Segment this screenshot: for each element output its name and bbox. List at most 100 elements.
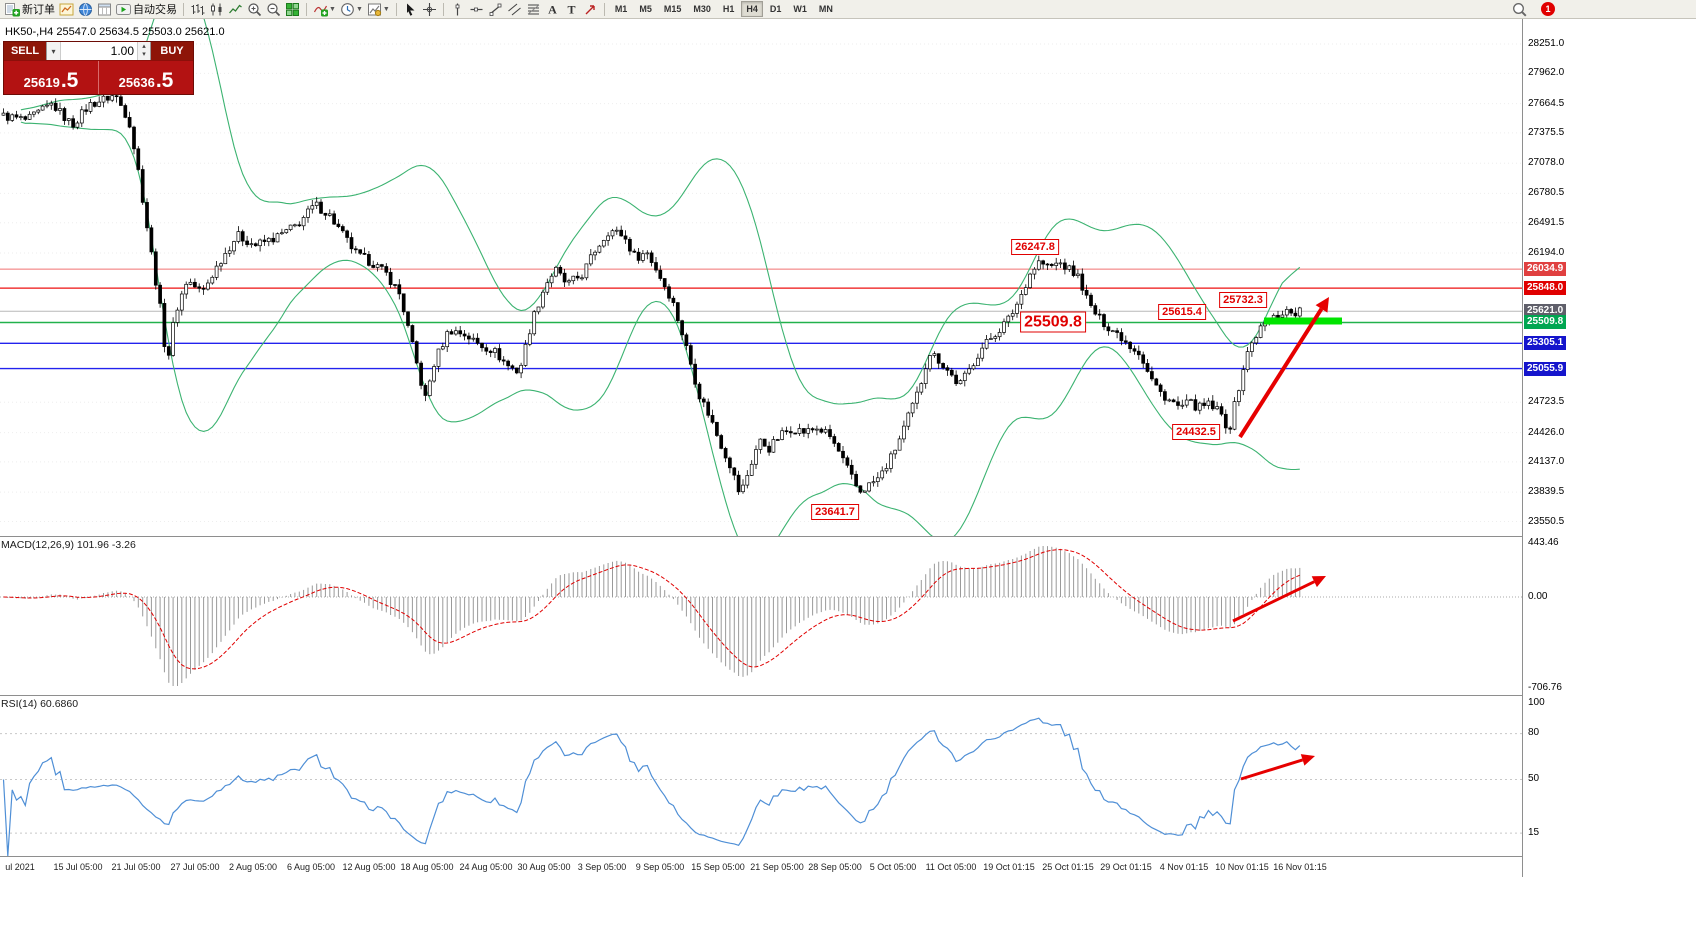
text-label-icon[interactable]: A	[543, 1, 562, 18]
time-axis-label: 11 Oct 05:00	[925, 862, 977, 872]
timeframe-mn-button[interactable]: MN	[818, 4, 833, 14]
text-t-icon[interactable]: T	[562, 1, 581, 18]
price-axis-tick: 26491.5	[1528, 217, 1565, 228]
buy-price-pips: .5	[155, 69, 174, 92]
panel-separator[interactable]	[0, 536, 1696, 537]
trend-line-icon[interactable]	[486, 1, 505, 18]
horizontal-line-icon[interactable]	[467, 1, 486, 18]
price-level-badge: 25621.0	[1524, 304, 1567, 318]
fibonacci-icon[interactable]	[524, 1, 543, 18]
time-axis-label: 19 Oct 01:15	[983, 862, 1035, 872]
volume-dropdown-icon[interactable]: ▾	[47, 42, 61, 60]
volume-spinner[interactable]: ▴ ▾	[137, 42, 150, 60]
equidistant-channel-icon[interactable]	[505, 1, 524, 18]
price-level-badge: 25055.9	[1524, 362, 1567, 376]
data-window-icon[interactable]	[95, 1, 114, 18]
candle-chart-type-icon[interactable]	[207, 1, 226, 18]
price-axis-tick: 23839.5	[1528, 486, 1565, 497]
toolbar-separator	[183, 2, 184, 16]
price-axis-tick: 24723.5	[1528, 396, 1565, 407]
time-axis-label: 4 Nov 01:15	[1159, 862, 1209, 872]
timeframe-m15-button[interactable]: M15	[663, 4, 682, 14]
new-order-icon[interactable]: 新订单	[3, 1, 57, 18]
rsi-canvas[interactable]	[0, 696, 1522, 856]
time-axis-label: 30 Aug 05:00	[517, 862, 571, 872]
dropdown-caret-icon[interactable]: ▼	[329, 5, 336, 13]
new-order-label: 新订单	[22, 4, 55, 16]
time-axis-label: 9 Sep 05:00	[635, 862, 685, 872]
price-axis[interactable]: 28251.0 27962.0 27664.5 27375.5 27078.0 26780…	[1522, 19, 1696, 877]
bar-chart-type-icon[interactable]	[188, 1, 207, 18]
price-level-badge: 25509.8	[1524, 315, 1567, 329]
volume-input[interactable]	[61, 42, 137, 60]
price-annotation: 23641.7	[811, 504, 859, 520]
time-axis-label: 10 Nov 01:15	[1215, 862, 1269, 872]
buy-button[interactable]: BUY	[151, 42, 193, 60]
tile-windows-icon[interactable]	[283, 1, 302, 18]
timeframe-h1-button[interactable]: H1	[722, 4, 735, 14]
timeframe-w1-button[interactable]: W1	[793, 4, 807, 14]
periods-icon[interactable]: ▼	[338, 1, 365, 18]
indicators-icon[interactable]: ▼	[311, 1, 338, 18]
time-axis-label: 21 Jul 05:00	[111, 862, 161, 872]
time-axis-label: 2 Aug 05:00	[228, 862, 278, 872]
time-axis-label: 15 Jul 05:00	[53, 862, 103, 872]
sell-price-main: 25619	[23, 75, 60, 90]
price-axis-tick: 26194.0	[1528, 247, 1565, 258]
rsi-label: RSI(14) 60.6860	[1, 698, 79, 710]
macd-axis-label: 443.46	[1528, 537, 1559, 548]
chart-file-icon[interactable]	[57, 1, 76, 18]
price-axis-tick: 26780.5	[1528, 187, 1565, 198]
market-watch-icon[interactable]	[76, 1, 95, 18]
price-axis-tick: 27664.5	[1528, 98, 1565, 109]
templates-icon[interactable]: ▼	[365, 1, 392, 18]
ohlc-text: HK50-,H4 25547.0 25634.5 25503.0 25621.0	[5, 26, 225, 38]
timeframe-m5-button[interactable]: M5	[639, 4, 652, 14]
rsi-axis-label: 80	[1528, 727, 1540, 738]
timeframe-h4-button[interactable]: H4	[741, 1, 763, 17]
price-annotation: 24432.5	[1172, 424, 1220, 440]
timeframe-m30-button[interactable]: M30	[693, 4, 711, 14]
macd-label: MACD(12,26,9) 101.96 -3.26	[1, 539, 136, 551]
rsi-axis-label: 100	[1528, 697, 1545, 708]
buy-price-main: 25636	[118, 75, 155, 90]
time-axis-label: 25 Oct 01:15	[1042, 862, 1094, 872]
time-axis[interactable]: ul 2021 15 Jul 05:00 21 Jul 05:00 27 Jul 05…	[0, 857, 1522, 877]
time-axis-label: 29 Oct 01:15	[1100, 862, 1152, 872]
notification-badge[interactable]: 1	[1541, 2, 1555, 16]
panel-separator[interactable]	[0, 695, 1696, 696]
price-axis-tick: 27962.0	[1528, 67, 1565, 78]
macd-panel: MACD(12,26,9) 101.96 -3.26	[0, 537, 1522, 695]
sell-price[interactable]: 25619.5	[4, 61, 98, 94]
macd-axis-label: -706.76	[1528, 682, 1562, 693]
price-axis-tick: 27375.5	[1528, 127, 1565, 138]
dropdown-caret-icon[interactable]: ▼	[382, 5, 390, 13]
zoom-out-icon[interactable]	[264, 1, 283, 18]
buy-price[interactable]: 25636.5	[98, 61, 193, 94]
line-chart-type-icon[interactable]	[226, 1, 245, 18]
price-chart-canvas[interactable]	[0, 19, 1522, 536]
time-axis-label: 6 Aug 05:00	[286, 862, 336, 872]
arrow-tool-icon[interactable]	[581, 1, 600, 18]
price-annotation: 25509.8	[1020, 311, 1086, 333]
dropdown-caret-icon[interactable]: ▼	[355, 5, 363, 13]
search-icon[interactable]	[1510, 1, 1529, 18]
timeframe-d1-button[interactable]: D1	[769, 4, 782, 14]
cursor-icon[interactable]	[401, 1, 420, 18]
time-axis-label: 21 Sep 05:00	[750, 862, 804, 872]
price-axis-tick: 24426.0	[1528, 427, 1565, 438]
auto-trading-icon[interactable]: 自动交易	[114, 1, 179, 18]
vertical-line-icon[interactable]	[448, 1, 467, 18]
time-axis-label: 27 Jul 05:00	[170, 862, 220, 872]
sell-button[interactable]: SELL	[4, 42, 46, 60]
crosshair-icon[interactable]	[420, 1, 439, 18]
price-axis-tick: 28251.0	[1528, 38, 1565, 49]
price-chart-panel: HK50-,H4 25547.0 25634.5 25503.0 25621.0…	[0, 19, 1522, 536]
time-axis-label: 24 Aug 05:00	[459, 862, 513, 872]
zoom-in-icon[interactable]	[245, 1, 264, 18]
timeframe-m1-button[interactable]: M1	[614, 4, 628, 14]
macd-canvas[interactable]	[0, 537, 1522, 695]
toolbar-separator	[603, 2, 605, 16]
rsi-panel: RSI(14) 60.6860	[0, 696, 1522, 856]
